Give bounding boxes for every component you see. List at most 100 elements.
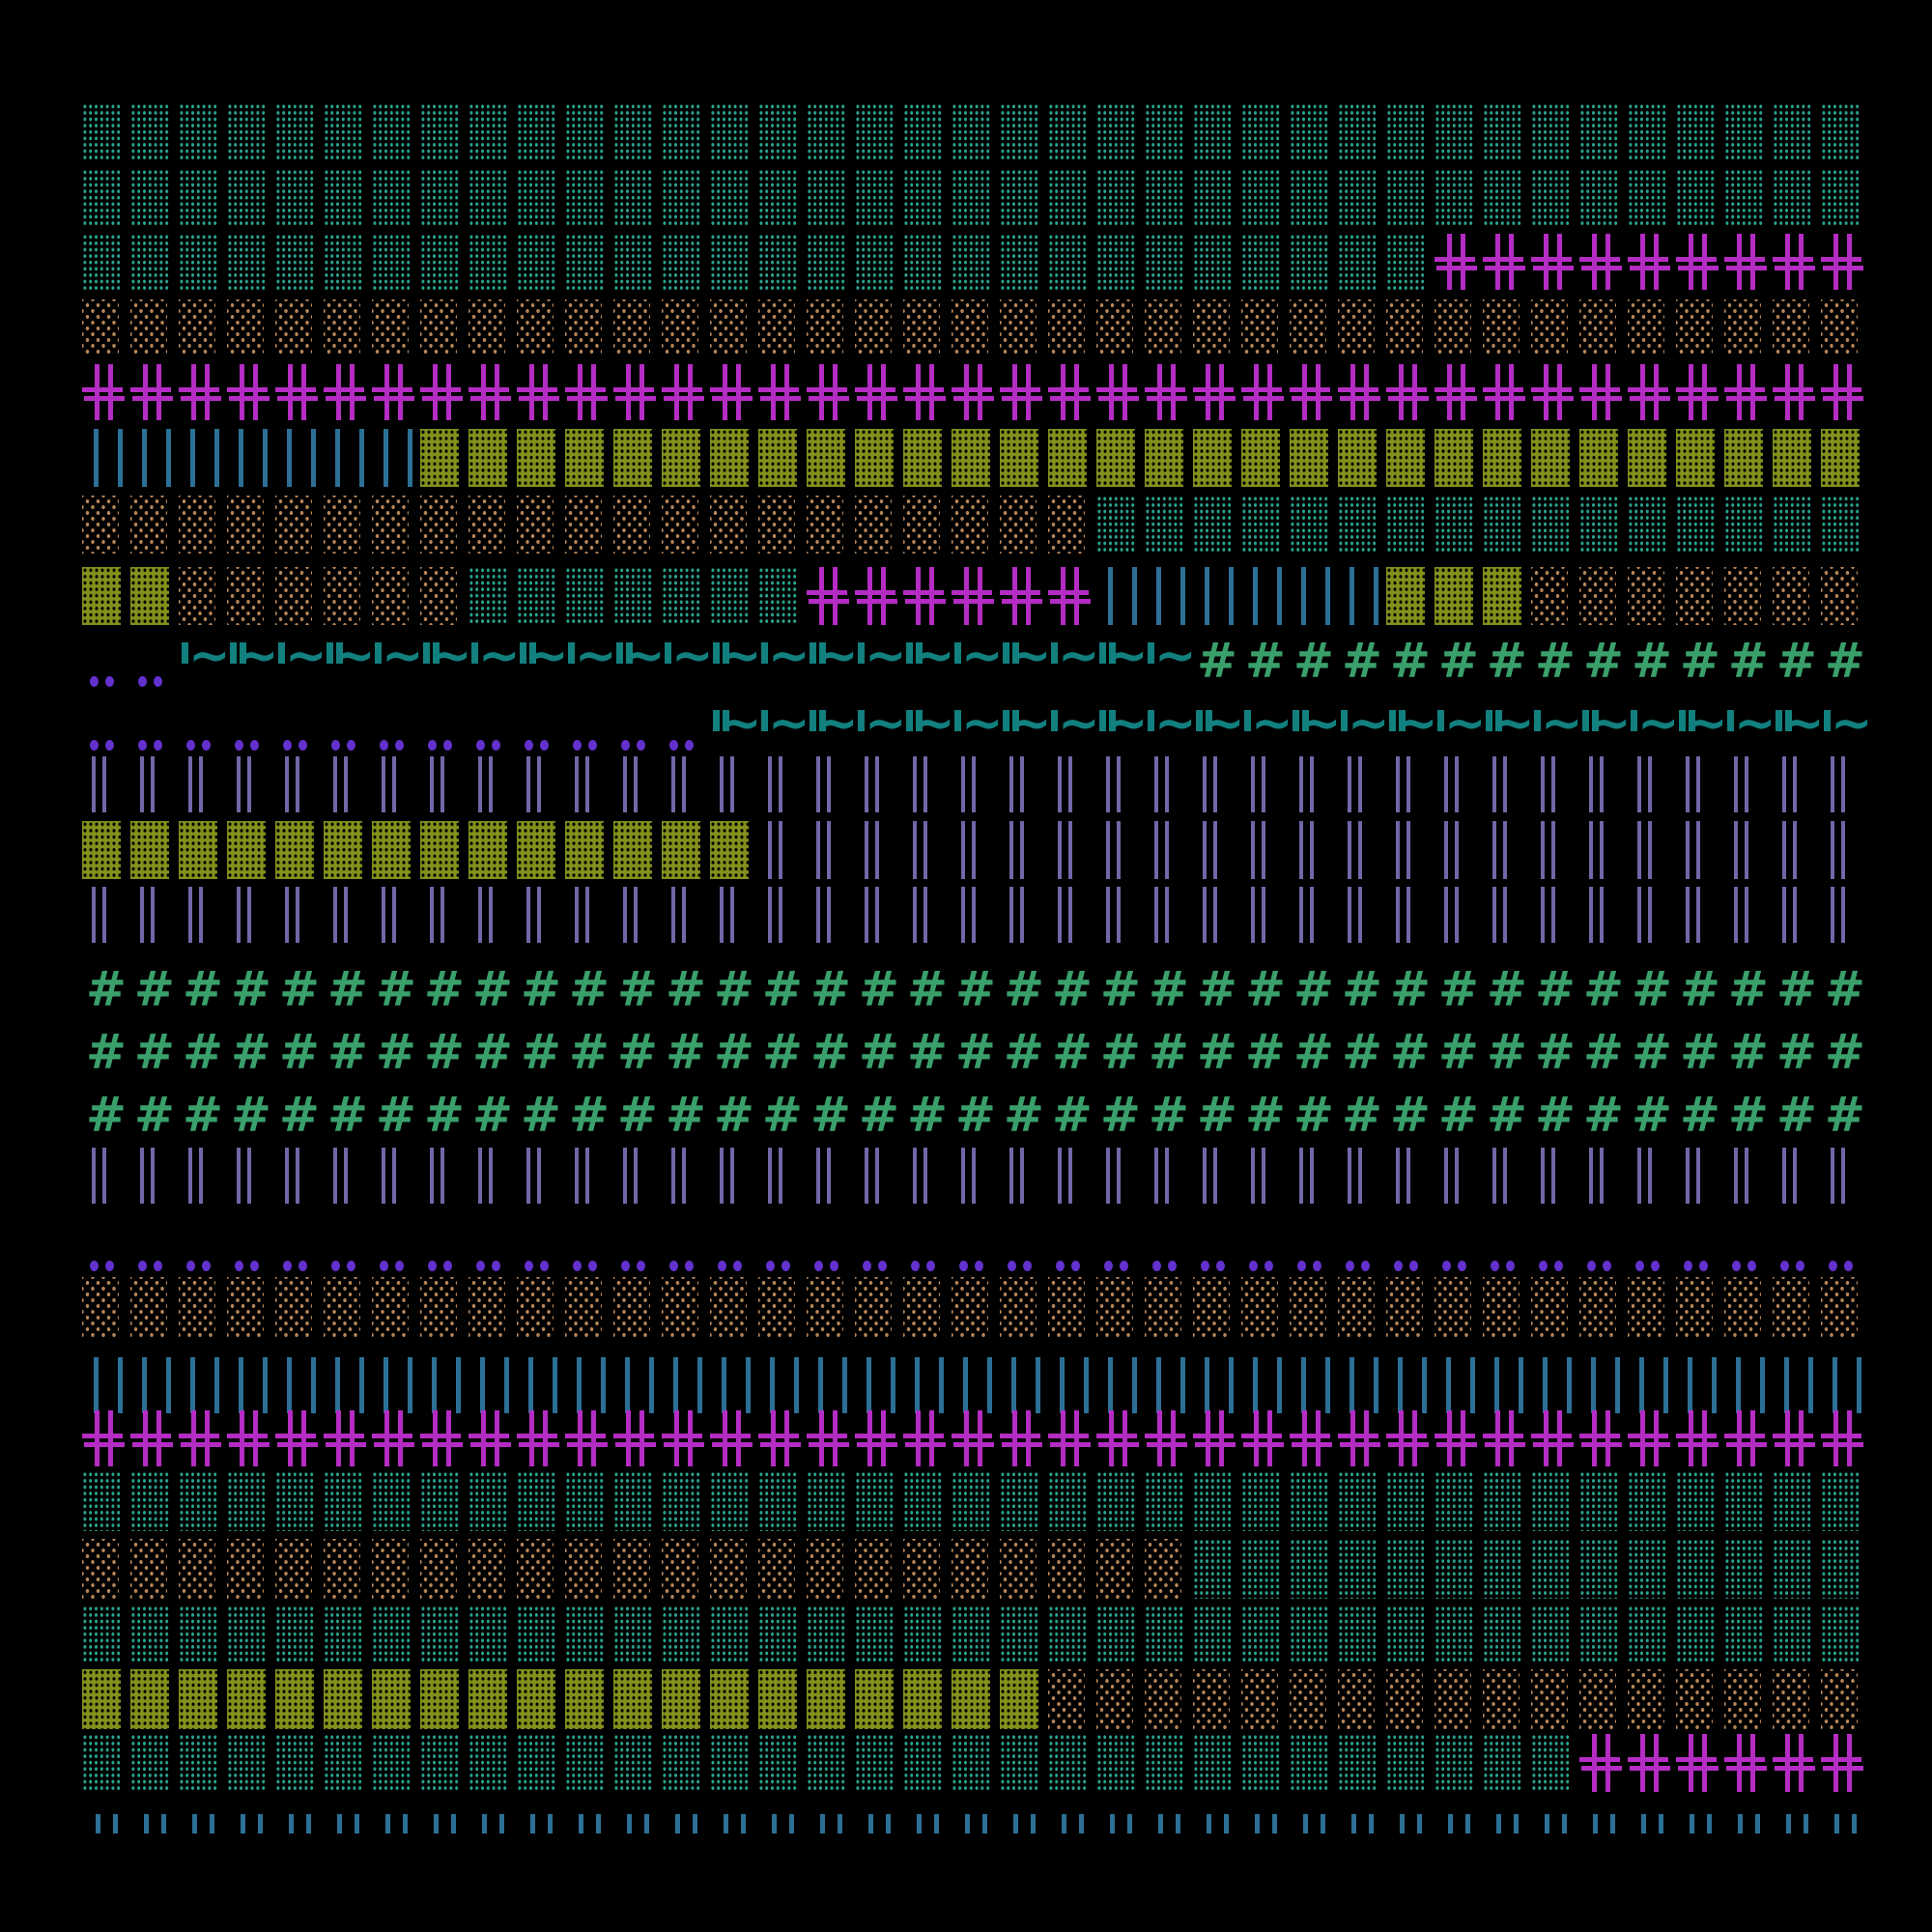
- plus-tile: [179, 364, 227, 420]
- bluepair-tile: [1628, 1357, 1676, 1413]
- teal-tile: [372, 234, 420, 290]
- hash-tile: #: [1293, 1029, 1334, 1077]
- bluepair-tile: [1193, 567, 1241, 625]
- teal-tile: [1483, 169, 1531, 225]
- teal-tile: [662, 234, 710, 290]
- tilde-mark: ~: [816, 705, 859, 738]
- lav-tile: [1096, 887, 1145, 943]
- hash-tile: #: [1149, 1092, 1189, 1140]
- teal-tile: [807, 169, 855, 225]
- dotpair-tile: [324, 1261, 372, 1272]
- brown-tile: [1628, 1669, 1676, 1729]
- bluepair-tile: [952, 1357, 1000, 1413]
- dotpair-tile: [469, 740, 517, 752]
- tilde-tile: ~: [807, 705, 859, 738]
- teal-tile: [1724, 169, 1773, 225]
- olive-tile: [1145, 429, 1193, 487]
- blueshort-tile: [1290, 1814, 1338, 1833]
- teal-tile: [1338, 169, 1386, 225]
- lav-tile: [903, 821, 952, 879]
- empty-tile: [130, 705, 179, 738]
- teal-tile: [1724, 1539, 1773, 1599]
- brown-tile: [710, 299, 758, 355]
- tick-mark: [471, 642, 478, 664]
- tilde-tile: ~: [855, 638, 907, 691]
- teal-tile: [1096, 1734, 1145, 1792]
- teal-tile: [1531, 1471, 1579, 1531]
- brown-tile: [275, 299, 324, 355]
- brown-tile: [1096, 1277, 1145, 1337]
- brown-tile: [517, 1539, 565, 1599]
- teal-tile: [565, 169, 613, 225]
- lav-tile: [1483, 821, 1531, 879]
- lav-tile: [662, 1148, 710, 1204]
- olive-tile: [1386, 429, 1435, 487]
- hash-tile: #: [714, 1029, 754, 1077]
- dotpair-tile: [1290, 1261, 1338, 1272]
- bluepair-tile: [324, 1357, 372, 1413]
- plus-tile: [1531, 234, 1579, 290]
- olive-tile: [758, 1669, 807, 1729]
- empty-tile: [227, 705, 275, 738]
- plus-tile: [469, 364, 517, 420]
- plus-tile: [1338, 364, 1386, 420]
- lav-tile: [227, 887, 275, 943]
- brown-tile: [1483, 1669, 1531, 1729]
- teal-tile: [613, 103, 662, 159]
- tick-mark: [1003, 710, 1009, 731]
- hash-tile: #: [1583, 638, 1624, 689]
- teal-tile: [1579, 496, 1628, 554]
- hash-tile: #: [666, 1029, 706, 1077]
- brown-tile: [662, 299, 710, 355]
- lav-tile: [1724, 887, 1773, 943]
- tilde-mark: ~: [1734, 705, 1776, 738]
- lav-tile: [1435, 756, 1483, 812]
- bluepair-tile: [1724, 1357, 1773, 1413]
- olive-tile: [855, 429, 903, 487]
- brown-tile: [1290, 1277, 1338, 1337]
- lav-tile: [807, 821, 855, 879]
- hash-tile: #: [1776, 1029, 1817, 1077]
- teal-tile: [227, 1734, 275, 1792]
- brown-tile: [952, 496, 1000, 554]
- hash-tile: #: [762, 1029, 803, 1077]
- teal-tile: [1000, 1605, 1048, 1662]
- lav-tile: [1000, 887, 1048, 943]
- teal-tile: [179, 1471, 227, 1531]
- teal-tile: [1048, 1605, 1096, 1662]
- teal-tile: [565, 1734, 613, 1792]
- blueshort-tile: [1773, 1814, 1821, 1833]
- pattern-row-6: [82, 429, 1869, 487]
- plus-tile: [1531, 364, 1579, 420]
- brown-tile: [565, 299, 613, 355]
- lav-tile: [1676, 821, 1724, 879]
- brown-tile: [1386, 1277, 1435, 1337]
- tilde-mark: ~: [333, 638, 376, 685]
- hash-tile: #: [521, 966, 561, 1014]
- teal-tile: [227, 1471, 275, 1531]
- teal-tile: [855, 1734, 903, 1792]
- brown-tile: [130, 299, 179, 355]
- hash-tile: #: [666, 1092, 706, 1140]
- brown-tile: [565, 1277, 613, 1337]
- brown-tile: [275, 567, 324, 625]
- hash-tile: #: [134, 1029, 175, 1077]
- brown-tile: [1193, 1277, 1241, 1337]
- dotpair-tile: [517, 740, 565, 752]
- hash-tile: #: [1197, 1029, 1237, 1077]
- pattern-row-16: ######################################: [82, 1029, 1869, 1077]
- lav-tile: [855, 1148, 903, 1204]
- brown-tile: [1531, 299, 1579, 355]
- plus-tile: [1096, 1410, 1145, 1466]
- teal-tile: [565, 567, 613, 625]
- bluepair-tile: [82, 1357, 130, 1413]
- bluepair-tile: [1386, 1357, 1435, 1413]
- teal-tile: [1531, 1605, 1579, 1662]
- empty-tile: [1628, 740, 1676, 752]
- teal-tile: [420, 1605, 469, 1662]
- hash-tile: #: [472, 1029, 513, 1077]
- dotpair-tile: [1000, 1261, 1048, 1272]
- teal-tile: [1821, 496, 1869, 554]
- olive-tile: [662, 429, 710, 487]
- lav-tile: [1386, 756, 1435, 812]
